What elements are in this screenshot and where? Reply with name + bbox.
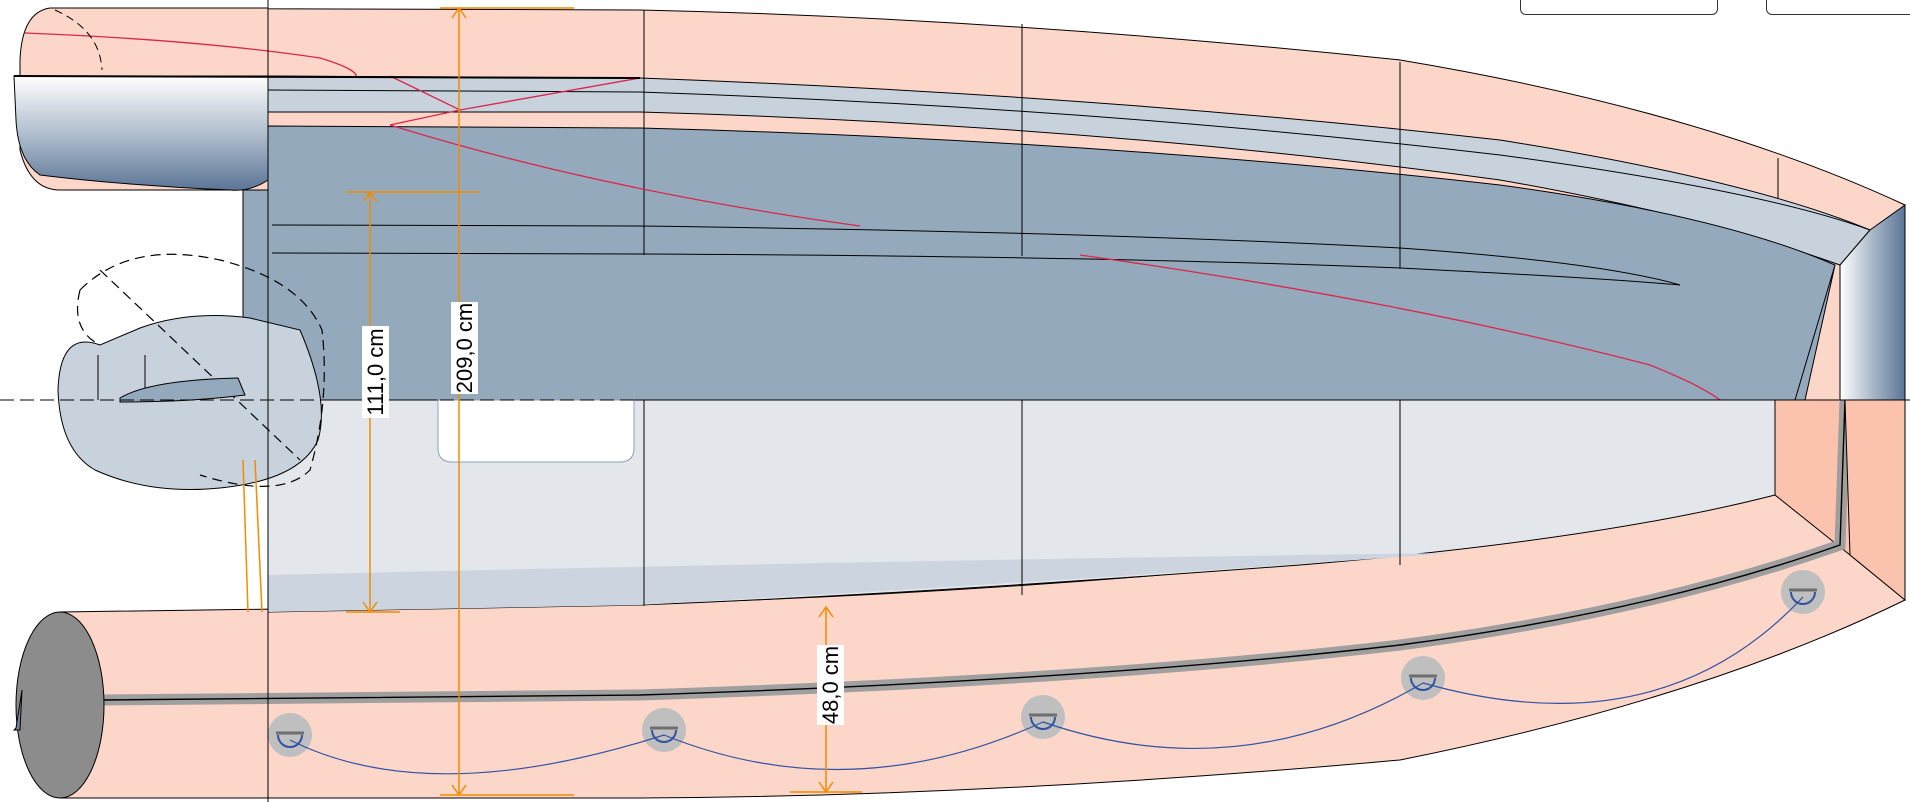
dimension-overall-width [440, 6, 574, 797]
dimension-label-overall: 209,0 cm [451, 302, 478, 394]
floor-segment-lines [643, 400, 1401, 606]
stern-dashed-arc [54, 9, 103, 71]
deck-structure-lines [267, 78, 1871, 401]
rubbing-strake-core [99, 399, 1846, 701]
corner-frame-left [1520, 0, 1718, 15]
engine-swing-arc-left [76, 289, 101, 346]
dimension-label-tube: 48,0 cm [817, 645, 844, 725]
grab-handle [642, 708, 686, 752]
upper-half-view [13, 0, 1906, 401]
grab-handle [1781, 570, 1825, 614]
svg-text:111,0 cm: 111,0 cm [363, 328, 388, 415]
svg-text:48,0 cm: 48,0 cm [818, 646, 843, 724]
floor-shade [268, 553, 1450, 612]
outboard-engine [57, 253, 325, 613]
transom-top-line [13, 75, 641, 79]
engine-swing-arc [79, 253, 325, 487]
svg-text:209,0 cm: 209,0 cm [452, 303, 477, 394]
floor-hatch [437, 399, 635, 463]
engine-cowling [57, 315, 322, 490]
corner-frame-right [1766, 0, 1910, 15]
tube-end-fin [12, 689, 23, 731]
dimension-label-inner: 111,0 cm [362, 326, 389, 418]
stern-transom [13, 75, 269, 191]
tube-end-cap [15, 611, 105, 799]
trim-lines [24, 32, 1721, 401]
deck-surface [267, 125, 1836, 401]
grab-handle [1021, 695, 1065, 739]
safety-lifeline [289, 596, 1804, 775]
grab-handle [1401, 656, 1445, 700]
grab-handle [268, 713, 312, 757]
lower-half-view [12, 253, 1906, 799]
